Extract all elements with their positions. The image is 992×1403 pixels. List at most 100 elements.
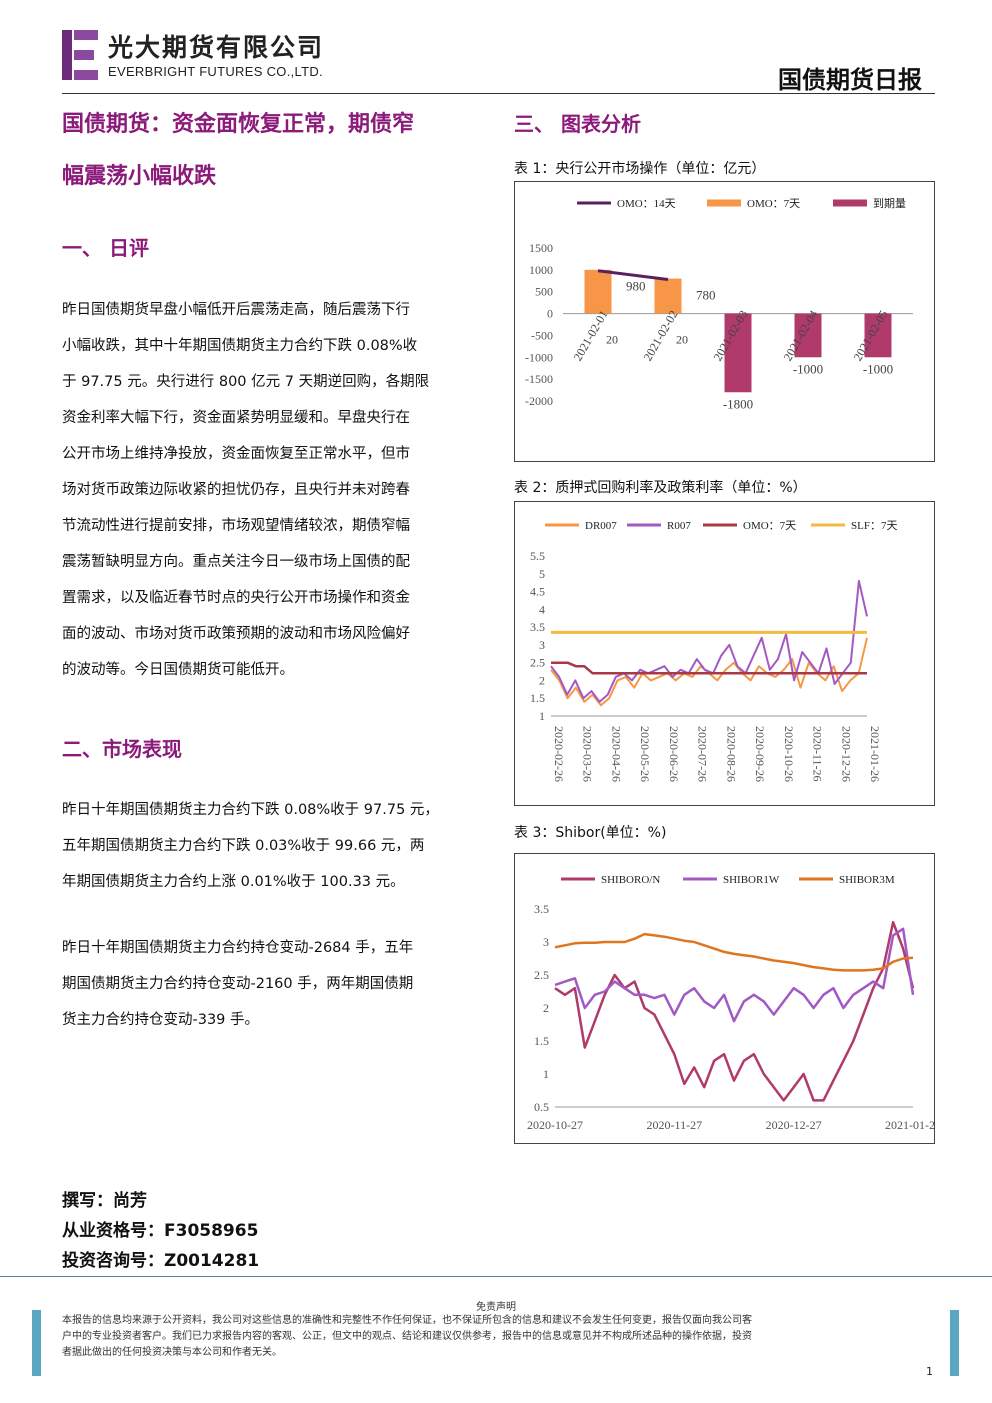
daily-review-text: 昨日国债期货早盘小幅低开后震荡走高，随后震荡下行 小幅收跌，其中十年期国债期货主… [62,292,480,688]
x-tick-label: 2020-11-26 [811,726,825,782]
y-tick-label: 0 [547,307,553,321]
text-line: 小幅收跌，其中十年期国债期货主力合约下跌 0.08%收 [62,338,418,354]
y-tick-label: 5 [539,567,545,581]
text-line: 五年期国债期货主力合约下跌 0.03%收于 99.66 元，两 [62,838,425,854]
x-tick-label: 2020-06-26 [667,726,681,782]
company-name-en: EVERBRIGHT FUTURES CO.,LTD. [108,64,323,79]
chart3-container: SHIBORO/N SHIBOR1W SHIBOR3M 3.5 3 2.5 2 1.5 1 0.5… [514,853,935,1144]
disclaimer-line: 本报告的信息均来源于公开资料，我公司对这些信息的准确性和完整性不作任何保证，也不… [62,1315,752,1326]
x-tick-label: 2020-12-26 [839,726,853,782]
legend-label: DR007 [585,520,617,532]
text-line: 的波动等。今日国债期货可能低开。 [62,662,294,678]
text-line: 节流动性进行提前安排，市场观望情绪较浓，期债窄幅 [62,518,410,534]
legend-label: R007 [667,520,691,532]
text-line: 昨日十年期国债期货主力合约持仓变动-2684 手，五年 [62,940,414,956]
chart2-container: DR007 R007 OMO：7天 SLF：7天 5.5 5 4.5 4 3.5 3 2.5 2 1.5… [514,501,935,806]
text-line: 昨日国债期货早盘小幅低开后震荡走高，随后震荡下行 [62,302,410,318]
text-line: 公开市场上维持净投放，资金面恢复至正常水平，但市 [62,446,410,462]
y-tick-label: 2.5 [530,656,545,670]
y-tick-label: 2 [539,673,545,687]
chart1-container: OMO：14天 OMO：7天 到期量 1500 1000 500 0 -500 -1000 -15… [514,181,935,462]
x-tick-label: 2020-03-26 [581,726,595,782]
text-line: 期国债期货主力合约持仓变动-2160 手，两年期国债期 [62,976,414,992]
x-tick-label: 2020-05-26 [638,726,652,782]
x-tick-label: 2020-08-26 [724,726,738,782]
chart1-omo-operations: OMO：14天 OMO：7天 到期量 1500 1000 500 0 -500 -1000 -15… [525,197,913,411]
y-tick-label: 1 [543,1067,549,1081]
footer-accent-left [32,1310,41,1376]
footer-accent-right [950,1310,959,1376]
page-number: 1 [926,1365,933,1378]
legend-label: OMO：14天 [617,198,676,210]
data-label: -1000 [863,361,893,376]
bar [864,313,892,358]
zero-data-label: 20 [606,333,618,347]
bar [654,278,682,314]
y-tick-label: -2000 [525,394,553,408]
y-tick-label: 3 [539,638,545,652]
y-tick-label: 3.5 [534,902,549,916]
y-tick-label: 3 [543,935,549,949]
y-tick-label: 1000 [529,263,553,277]
zero-data-label: 20 [676,333,688,347]
y-tick-label: 1.5 [534,1034,549,1048]
omo14-line [597,269,669,281]
legend-label: OMO：7天 [747,198,800,210]
legend-label: SHIBORO/N [601,874,660,886]
bar [724,313,752,393]
y-tick-label: 2.5 [534,968,549,982]
x-tick-label: 2020-11-27 [647,1118,703,1132]
legend-label: 到期量 [873,197,906,210]
chart3-shibor: SHIBORO/N SHIBOR1W SHIBOR3M 3.5 3 2.5 2 1.5 1 0.5… [527,874,934,1132]
y-tick-label: 5.5 [530,549,545,563]
x-tick-label: 2021-01-26 [868,726,882,782]
company-name-cn: 光大期货有限公司 [108,33,325,62]
text-line: 昨日十年期国债期货主力合约下跌 0.08%收于 97.75 元， [62,802,439,818]
x-tick-label: 2020-07-26 [696,726,710,782]
data-label: -1000 [793,361,823,376]
legend-label: SLF：7天 [851,520,897,532]
disclaimer-line: 者据此做出的任何投资决策与本公司和作者无关。 [62,1347,282,1358]
y-tick-label: -500 [531,328,553,342]
chart3-caption: 表 3：Shibor(单位：%) [514,825,667,841]
x-tick-label: 2021-01-27 [885,1118,934,1132]
text-line: 于 97.75 元。央行进行 800 亿元 7 天期逆回购，各期限 [62,374,430,390]
disclaimer-line: 户中的专业投资者客户。我们已力求报告内容的客观、公正，但文中的观点、结论和建议仅… [62,1331,752,1342]
company-logo-mark [62,30,98,80]
text-line: 置需求，以及临近春节时点的央行公开市场操作和资金 [62,590,410,606]
y-tick-label: 2 [543,1001,549,1015]
text-line: 面的波动、市场对货币政策预期的波动和市场风险偏好 [62,626,410,642]
bar [794,313,822,358]
author-license: 从业资格号：F3058965 [62,1221,259,1241]
report-type: 国债期货日报 [778,66,922,94]
y-tick-label: 4.5 [530,585,545,599]
y-tick-label: 1500 [529,241,553,255]
data-label: 980 [626,279,646,294]
author-consult: 投资咨询号：Z0014281 [62,1251,260,1271]
header-divider [62,93,935,94]
series-line-2 [554,927,915,1023]
x-tick-label: 2021-02-02 [640,308,680,363]
x-tick-label: 2020-10-26 [782,726,796,782]
legend-label: SHIBOR1W [723,874,780,886]
market-text-p2: 昨日十年期国债期货主力合约持仓变动-2684 手，五年 期国债期货主力合约持仓变… [62,930,480,1038]
article-title-line2: 幅震荡小幅收跌 [62,164,217,189]
y-tick-label: -1500 [525,372,553,386]
legend-label: OMO：7天 [743,520,796,532]
x-tick-label: 2020-09-26 [753,726,767,782]
x-tick-label: 2020-10-27 [527,1118,583,1132]
y-tick-label: 1 [539,709,545,723]
text-line: 场对货币政策边际收紧的担忧仍存，且央行并未对跨春 [62,482,410,498]
x-tick-label: 2021-02-01 [570,308,610,363]
y-tick-label: 1.5 [530,691,545,705]
legend-label: SHIBOR3M [839,874,895,886]
series-line-3 [554,932,914,972]
series-line-2 [550,579,868,703]
y-tick-label: 0.5 [534,1100,549,1114]
section-heading-charts: 三、 图表分析 [514,112,641,136]
bar [584,269,612,314]
data-label: 780 [696,287,716,302]
y-tick-label: -1000 [525,350,553,364]
text-line: 震荡暂缺明显方向。重点关注今日一级市场上国债的配 [62,554,410,570]
data-label: -1800 [723,396,753,411]
